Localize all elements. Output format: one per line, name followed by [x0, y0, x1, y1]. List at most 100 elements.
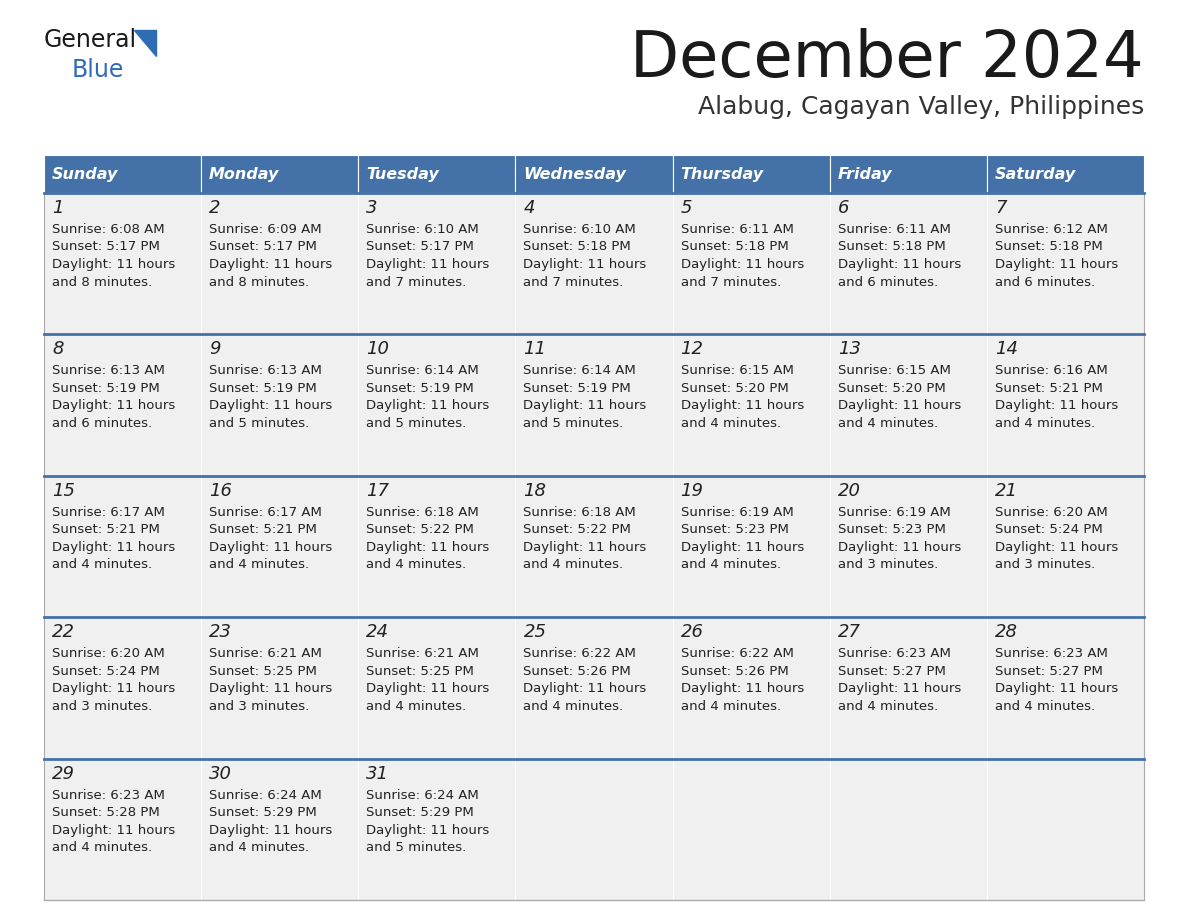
Text: Wednesday: Wednesday: [524, 166, 626, 182]
Text: Sunrise: 6:23 AM: Sunrise: 6:23 AM: [994, 647, 1107, 660]
Text: Sunrise: 6:22 AM: Sunrise: 6:22 AM: [681, 647, 794, 660]
Text: and 4 minutes.: and 4 minutes.: [366, 700, 467, 712]
Text: December 2024: December 2024: [631, 28, 1144, 90]
Text: and 4 minutes.: and 4 minutes.: [366, 558, 467, 571]
Text: Daylight: 11 hours: Daylight: 11 hours: [52, 399, 176, 412]
Bar: [672, 476, 829, 617]
Bar: [359, 617, 516, 758]
Bar: [201, 758, 359, 900]
Bar: [829, 155, 987, 193]
Text: and 5 minutes.: and 5 minutes.: [366, 417, 467, 430]
Text: 14: 14: [994, 341, 1018, 358]
Text: Sunset: 5:17 PM: Sunset: 5:17 PM: [366, 241, 474, 253]
Text: 6: 6: [838, 199, 849, 217]
Text: Sunset: 5:19 PM: Sunset: 5:19 PM: [52, 382, 159, 395]
Bar: [44, 617, 201, 758]
Text: and 3 minutes.: and 3 minutes.: [994, 558, 1095, 571]
Text: 2: 2: [209, 199, 221, 217]
Text: Daylight: 11 hours: Daylight: 11 hours: [366, 541, 489, 554]
Text: Sunday: Sunday: [52, 166, 119, 182]
Text: Sunrise: 6:08 AM: Sunrise: 6:08 AM: [52, 223, 165, 236]
Text: Daylight: 11 hours: Daylight: 11 hours: [681, 682, 804, 695]
Text: and 6 minutes.: and 6 minutes.: [838, 275, 937, 288]
Text: and 4 minutes.: and 4 minutes.: [681, 558, 781, 571]
Text: and 4 minutes.: and 4 minutes.: [994, 700, 1095, 712]
Text: Daylight: 11 hours: Daylight: 11 hours: [209, 541, 333, 554]
Text: 13: 13: [838, 341, 861, 358]
Text: Daylight: 11 hours: Daylight: 11 hours: [52, 823, 176, 836]
Text: Sunrise: 6:23 AM: Sunrise: 6:23 AM: [52, 789, 165, 801]
Text: and 4 minutes.: and 4 minutes.: [681, 700, 781, 712]
Text: 31: 31: [366, 765, 390, 783]
Text: 5: 5: [681, 199, 693, 217]
Text: and 5 minutes.: and 5 minutes.: [524, 417, 624, 430]
Text: Daylight: 11 hours: Daylight: 11 hours: [209, 258, 333, 271]
Text: Sunrise: 6:09 AM: Sunrise: 6:09 AM: [209, 223, 322, 236]
Text: Sunset: 5:29 PM: Sunset: 5:29 PM: [366, 806, 474, 819]
Text: Sunset: 5:20 PM: Sunset: 5:20 PM: [681, 382, 789, 395]
Bar: [829, 193, 987, 334]
Text: Daylight: 11 hours: Daylight: 11 hours: [209, 823, 333, 836]
Text: and 5 minutes.: and 5 minutes.: [366, 841, 467, 854]
Text: Sunrise: 6:12 AM: Sunrise: 6:12 AM: [994, 223, 1107, 236]
Text: and 3 minutes.: and 3 minutes.: [52, 700, 152, 712]
Bar: [44, 334, 201, 476]
Bar: [201, 617, 359, 758]
Bar: [987, 334, 1144, 476]
Text: and 8 minutes.: and 8 minutes.: [52, 275, 152, 288]
Text: Friday: Friday: [838, 166, 892, 182]
Bar: [987, 758, 1144, 900]
Text: Daylight: 11 hours: Daylight: 11 hours: [366, 399, 489, 412]
Text: 12: 12: [681, 341, 703, 358]
Text: and 3 minutes.: and 3 minutes.: [838, 558, 939, 571]
Text: Daylight: 11 hours: Daylight: 11 hours: [681, 399, 804, 412]
Text: and 4 minutes.: and 4 minutes.: [52, 841, 152, 854]
Text: Daylight: 11 hours: Daylight: 11 hours: [52, 541, 176, 554]
Bar: [201, 193, 359, 334]
Text: Sunrise: 6:14 AM: Sunrise: 6:14 AM: [366, 364, 479, 377]
Text: Daylight: 11 hours: Daylight: 11 hours: [681, 541, 804, 554]
Text: Sunset: 5:19 PM: Sunset: 5:19 PM: [524, 382, 631, 395]
Text: Sunrise: 6:20 AM: Sunrise: 6:20 AM: [52, 647, 165, 660]
Text: Sunset: 5:21 PM: Sunset: 5:21 PM: [52, 523, 160, 536]
Text: and 4 minutes.: and 4 minutes.: [209, 558, 309, 571]
Text: 22: 22: [52, 623, 75, 641]
Text: and 4 minutes.: and 4 minutes.: [52, 558, 152, 571]
Text: Sunset: 5:20 PM: Sunset: 5:20 PM: [838, 382, 946, 395]
Text: and 4 minutes.: and 4 minutes.: [838, 417, 937, 430]
Text: and 4 minutes.: and 4 minutes.: [838, 700, 937, 712]
Text: and 6 minutes.: and 6 minutes.: [52, 417, 152, 430]
Text: Blue: Blue: [72, 58, 125, 82]
Text: Daylight: 11 hours: Daylight: 11 hours: [838, 682, 961, 695]
Text: Daylight: 11 hours: Daylight: 11 hours: [838, 541, 961, 554]
Text: Daylight: 11 hours: Daylight: 11 hours: [209, 399, 333, 412]
Bar: [44, 193, 201, 334]
Text: 29: 29: [52, 765, 75, 783]
Text: Sunrise: 6:21 AM: Sunrise: 6:21 AM: [209, 647, 322, 660]
Bar: [359, 334, 516, 476]
Bar: [672, 193, 829, 334]
Text: 26: 26: [681, 623, 703, 641]
Text: Daylight: 11 hours: Daylight: 11 hours: [838, 399, 961, 412]
Text: 7: 7: [994, 199, 1006, 217]
Text: and 6 minutes.: and 6 minutes.: [994, 275, 1095, 288]
Text: Daylight: 11 hours: Daylight: 11 hours: [994, 682, 1118, 695]
Text: General: General: [44, 28, 137, 52]
Text: 23: 23: [209, 623, 232, 641]
Bar: [829, 758, 987, 900]
Text: 1: 1: [52, 199, 63, 217]
Bar: [987, 193, 1144, 334]
Text: Sunset: 5:25 PM: Sunset: 5:25 PM: [209, 665, 317, 677]
Text: 27: 27: [838, 623, 861, 641]
Text: Daylight: 11 hours: Daylight: 11 hours: [209, 682, 333, 695]
Text: 20: 20: [838, 482, 861, 499]
Bar: [516, 476, 672, 617]
Text: Thursday: Thursday: [681, 166, 764, 182]
Text: Daylight: 11 hours: Daylight: 11 hours: [366, 823, 489, 836]
Bar: [359, 476, 516, 617]
Text: Sunrise: 6:15 AM: Sunrise: 6:15 AM: [838, 364, 950, 377]
Bar: [516, 155, 672, 193]
Text: and 7 minutes.: and 7 minutes.: [524, 275, 624, 288]
Text: Daylight: 11 hours: Daylight: 11 hours: [524, 541, 646, 554]
Text: and 8 minutes.: and 8 minutes.: [209, 275, 309, 288]
